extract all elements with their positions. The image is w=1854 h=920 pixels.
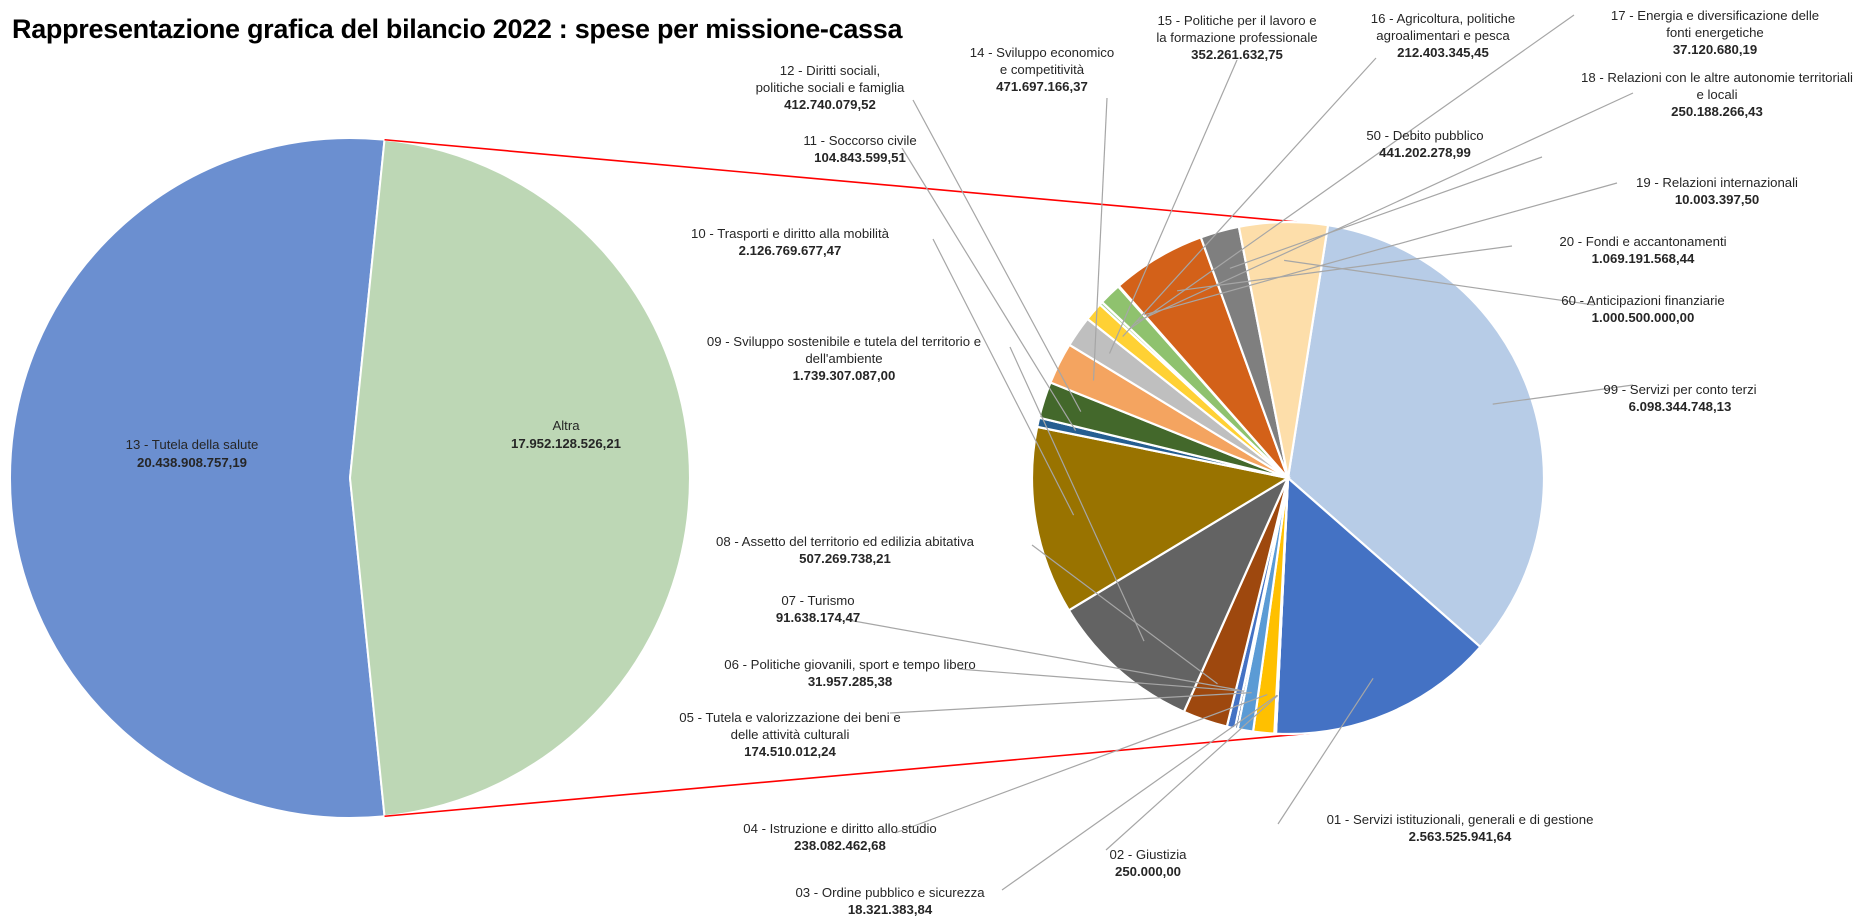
value-20-fondi-e-accantonamenti: 1.069.191.568,44 [1592, 251, 1695, 266]
leader-03-ordine-pubblico-e-sicurezza [1001, 694, 1278, 891]
connector-top [384, 138, 1298, 223]
label-15-politiche-per-il-lavoro-e-la-formazione-professionale-line2: la formazione professionale [1156, 30, 1317, 45]
label-05-tutela-e-valorizzazione-dei-beni-e-delle-attivita-culturali-line2: delle attività culturali [731, 727, 850, 742]
leader-99-servizi-per-conto-terzi [1492, 384, 1634, 405]
leader-17-energia-e-diversificazione-delle-fonti-energetiche [1128, 14, 1575, 330]
label-16-agricoltura-politiche-agroalimentari-e-pesca: 16 - Agricoltura, politiche [1371, 11, 1515, 26]
connector-bottom [384, 732, 1314, 818]
label-16-agricoltura-politiche-agroalimentari-e-pesca-line2: agroalimentari e pesca [1376, 28, 1510, 43]
slice-99-servizi-per-conto-terzi [1286, 223, 1546, 649]
value-02-giustizia: 250.000,00 [1115, 864, 1181, 879]
label-17-energia-e-diversificazione-delle-fonti-energetiche: 17 - Energia e diversificazione delle [1611, 8, 1819, 23]
label-20-fondi-e-accantonamenti: 20 - Fondi e accantonamenti [1559, 234, 1726, 249]
leader-05-tutela-e-valorizzazione-dei-beni-e-delle-attivita-culturali [889, 692, 1252, 714]
label-06-politiche-giovanili-sport-e-tempo-libero: 06 - Politiche giovanili, sport e tempo … [724, 657, 975, 672]
label-09-sviluppo-sostenibile-e-tutela-del-territorio-e-dell-ambiente: 09 - Sviluppo sostenibile e tutela del t… [707, 334, 981, 349]
main-label-13-tutela-della-salute: 13 - Tutela della salute [126, 437, 259, 452]
label-10-trasporti-e-diritto-alla-mobilita: 10 - Trasporti e diritto alla mobilità [691, 226, 890, 241]
value-06-politiche-giovanili-sport-e-tempo-libero: 31.957.285,38 [808, 674, 892, 689]
value-05-tutela-e-valorizzazione-dei-beni-e-delle-attivita-culturali: 174.510.012,24 [744, 744, 836, 759]
value-19-relazioni-internazionali: 10.003.397,50 [1675, 192, 1759, 207]
label-60-anticipazioni-finanziarie: 60 - Anticipazioni finanziarie [1561, 293, 1724, 308]
leader-06-politiche-giovanili-sport-e-tempo-libero [957, 668, 1245, 692]
label-01-servizi-istituzionali-generali-e-di-gestione: 01 - Servizi istituzionali, generali e d… [1327, 812, 1594, 827]
main-pie [9, 137, 691, 819]
main-label-altra: Altra [552, 418, 580, 433]
slice-01-servizi-istituzionali-generali-e-di-gestione [1274, 475, 1482, 736]
value-12-diritti-sociali-politiche-sociali-e-famiglia: 412.740.079,52 [784, 97, 876, 112]
label-03-ordine-pubblico-e-sicurezza: 03 - Ordine pubblico e sicurezza [795, 885, 985, 900]
value-17-energia-e-diversificazione-delle-fonti-energetiche: 37.120.680,19 [1673, 42, 1757, 57]
label-14-sviluppo-economico-e-competitivita-line2: e competitività [1000, 62, 1085, 77]
leader-07-turismo [847, 619, 1240, 691]
value-04-istruzione-e-diritto-allo-studio: 238.082.462,68 [794, 838, 886, 853]
value-99-servizi-per-conto-terzi: 6.098.344.748,13 [1629, 399, 1732, 414]
leader-15-politiche-per-il-lavoro-e-la-formazione-professionale [1108, 59, 1238, 354]
leader-19-relazioni-internazionali [1143, 182, 1618, 316]
leader-50-debito-pubblico [1229, 156, 1543, 269]
leader-11-soccorso-civile [901, 147, 1077, 431]
value-09-sviluppo-sostenibile-e-tutela-del-territorio-e-dell-ambiente: 1.739.307.087,00 [793, 368, 896, 383]
main-value-13-tutela-della-salute: 20.438.908.757,19 [137, 455, 247, 470]
chart-title: Rappresentazione grafica del bilancio 20… [12, 14, 903, 44]
leader-16-agricoltura-politiche-agroalimentari-e-pesca [1122, 57, 1377, 337]
value-07-turismo: 91.638.174,47 [776, 610, 860, 625]
slice-10-trasporti-e-diritto-alla-mobilita [1030, 425, 1291, 612]
label-18-relazioni-con-le-altre-autonomie-territoriali-e-locali-line2: e locali [1696, 87, 1737, 102]
leader-60-anticipazioni-finanziarie [1284, 259, 1595, 306]
leader-09-sviluppo-sostenibile-e-tutela-del-territorio-e-dell-ambiente [1009, 346, 1145, 642]
label-18-relazioni-con-le-altre-autonomie-territoriali-e-locali: 18 - Relazioni con le altre autonomie te… [1581, 70, 1853, 85]
leader-08-assetto-del-territorio-ed-edilizia-abitativa [1031, 544, 1218, 685]
value-03-ordine-pubblico-e-sicurezza: 18.321.383,84 [848, 902, 933, 917]
label-04-istruzione-e-diritto-allo-studio: 04 - Istruzione e diritto allo studio [743, 821, 937, 836]
leader-10-trasporti-e-diritto-alla-mobilita [932, 238, 1075, 516]
secondary-pie [1030, 220, 1546, 736]
main-slice-13-tutela-della-salute [9, 137, 386, 819]
value-15-politiche-per-il-lavoro-e-la-formazione-professionale: 352.261.632,75 [1191, 47, 1283, 62]
label-17-energia-e-diversificazione-delle-fonti-energetiche-line2: fonti energetiche [1666, 25, 1764, 40]
leader-lines [847, 14, 1634, 891]
slice-09-sviluppo-sostenibile-e-tutela-del-territorio-e-dell-ambiente [1067, 475, 1291, 714]
value-50-debito-pubblico: 441.202.278,99 [1379, 145, 1471, 160]
connector-lines [384, 138, 1314, 818]
main-slice-altra [348, 138, 691, 818]
label-19-relazioni-internazionali: 19 - Relazioni internazionali [1636, 175, 1798, 190]
label-12-diritti-sociali-politiche-sociali-e-famiglia: 12 - Diritti sociali, [780, 63, 880, 78]
label-09-sviluppo-sostenibile-e-tutela-del-territorio-e-dell-ambiente-line2: dell'ambiente [805, 351, 882, 366]
label-12-diritti-sociali-politiche-sociali-e-famiglia-line2: politiche sociali e famiglia [756, 80, 905, 95]
label-05-tutela-e-valorizzazione-dei-beni-e-delle-attivita-culturali: 05 - Tutela e valorizzazione dei beni e [679, 710, 900, 725]
label-99-servizi-per-conto-terzi: 99 - Servizi per conto terzi [1603, 382, 1756, 397]
label-08-assetto-del-territorio-ed-edilizia-abitativa: 08 - Assetto del territorio ed edilizia … [716, 534, 975, 549]
label-14-sviluppo-economico-e-competitivita: 14 - Sviluppo economico [970, 45, 1114, 60]
label-15-politiche-per-il-lavoro-e-la-formazione-professionale: 15 - Politiche per il lavoro e [1157, 13, 1316, 28]
slice-60-anticipazioni-finanziarie [1237, 220, 1330, 479]
leader-02-giustizia [1105, 694, 1279, 851]
slice-labels: 13 - Tutela della salute 20.438.908.757,1… [126, 8, 1853, 917]
main-value-altra: 17.952.128.526,21 [511, 436, 621, 451]
label-50-debito-pubblico: 50 - Debito pubblico [1366, 128, 1483, 143]
value-08-assetto-del-territorio-ed-edilizia-abitativa: 507.269.738,21 [799, 551, 891, 566]
leader-01-servizi-istituzionali-generali-e-di-gestione [1277, 677, 1374, 825]
leader-12-diritti-sociali-politiche-sociali-e-famiglia [912, 99, 1082, 412]
leader-20-fondi-e-accantonamenti [1177, 245, 1513, 292]
value-14-sviluppo-economico-e-competitivita: 471.697.166,37 [996, 79, 1088, 94]
leader-18-relazioni-con-le-altre-autonomie-territoriali-e-locali [1136, 92, 1634, 323]
value-01-servizi-istituzionali-generali-e-di-gestione: 2.563.525.941,64 [1409, 829, 1512, 844]
value-16-agricoltura-politiche-agroalimentari-e-pesca: 212.403.345,45 [1397, 45, 1489, 60]
label-02-giustizia: 02 - Giustizia [1110, 847, 1188, 862]
value-18-relazioni-con-le-altre-autonomie-territoriali-e-locali: 250.188.266,43 [1671, 104, 1763, 119]
label-07-turismo: 07 - Turismo [781, 593, 854, 608]
leader-14-sviluppo-economico-e-competitivita [1092, 97, 1108, 381]
leader-04-istruzione-e-diritto-allo-studio [894, 694, 1268, 834]
label-11-soccorso-civile: 11 - Soccorso civile [803, 133, 916, 148]
value-10-trasporti-e-diritto-alla-mobilita: 2.126.769.677,47 [739, 243, 842, 258]
value-11-soccorso-civile: 104.843.599,51 [814, 150, 906, 165]
value-60-anticipazioni-finanziarie: 1.000.500.000,00 [1592, 310, 1695, 325]
